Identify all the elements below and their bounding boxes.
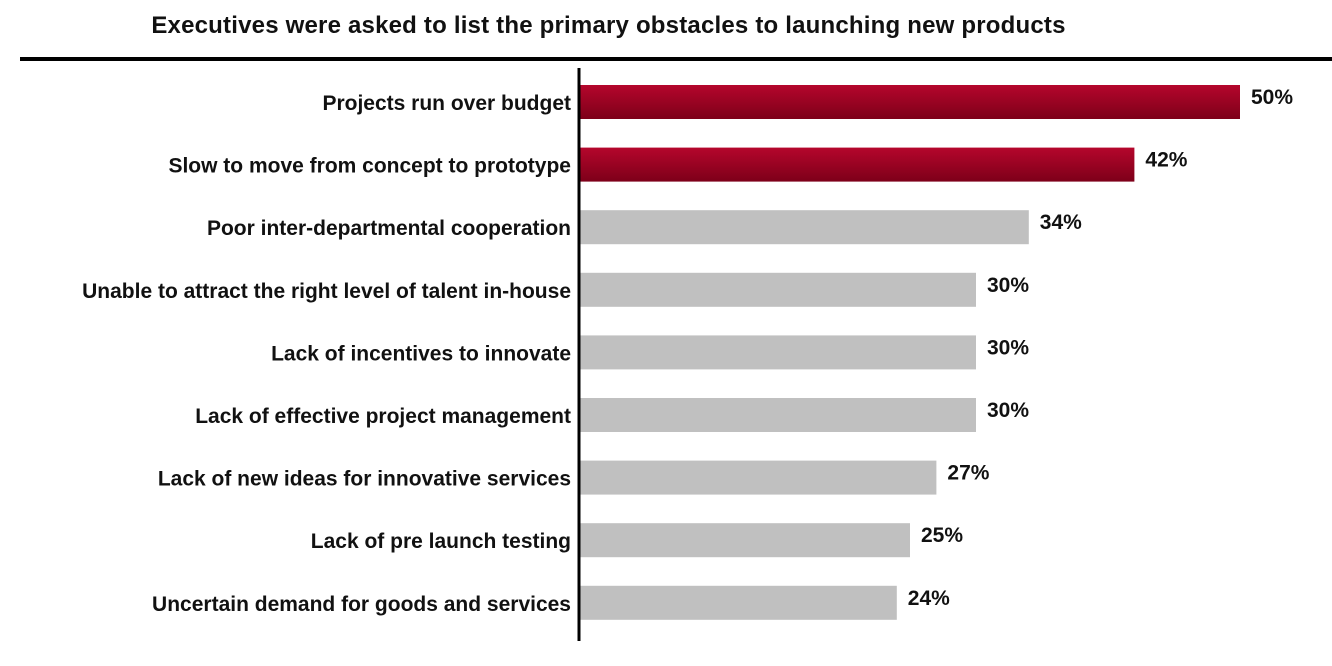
bar	[580, 460, 937, 495]
bar	[580, 523, 910, 558]
bar	[580, 585, 897, 620]
bar	[580, 85, 1240, 119]
category-label: Unable to attract the right level of tal…	[82, 280, 571, 303]
category-label: Projects run over budget	[322, 92, 571, 115]
value-label: 42%	[1145, 149, 1187, 172]
bar	[580, 147, 1135, 182]
value-label: 24%	[908, 587, 950, 610]
bar	[580, 335, 976, 370]
bar	[580, 272, 976, 307]
category-label: Lack of effective project management	[195, 405, 571, 428]
title-divider	[20, 57, 1332, 61]
value-label: 30%	[987, 274, 1029, 297]
category-label: Slow to move from concept to prototype	[168, 155, 571, 178]
bars-group: Projects run over budget 50% Slow to move …	[82, 85, 1293, 620]
value-label: 25%	[921, 524, 963, 547]
category-label: Poor inter-departmental cooperation	[207, 217, 571, 240]
category-label: Lack of pre launch testing	[311, 530, 571, 553]
chart-title: Executives were asked to list the primar…	[151, 12, 1066, 39]
value-label: 30%	[987, 399, 1029, 422]
value-label: 30%	[987, 336, 1029, 359]
category-label: Lack of incentives to innovate	[271, 342, 571, 365]
value-label: 50%	[1251, 86, 1293, 109]
category-label: Uncertain demand for goods and services	[152, 593, 571, 616]
category-label: Lack of new ideas for innovative service…	[158, 468, 571, 491]
bar	[580, 398, 976, 432]
value-label: 34%	[1040, 211, 1082, 234]
bar	[580, 210, 1029, 245]
value-label: 27%	[947, 462, 989, 485]
